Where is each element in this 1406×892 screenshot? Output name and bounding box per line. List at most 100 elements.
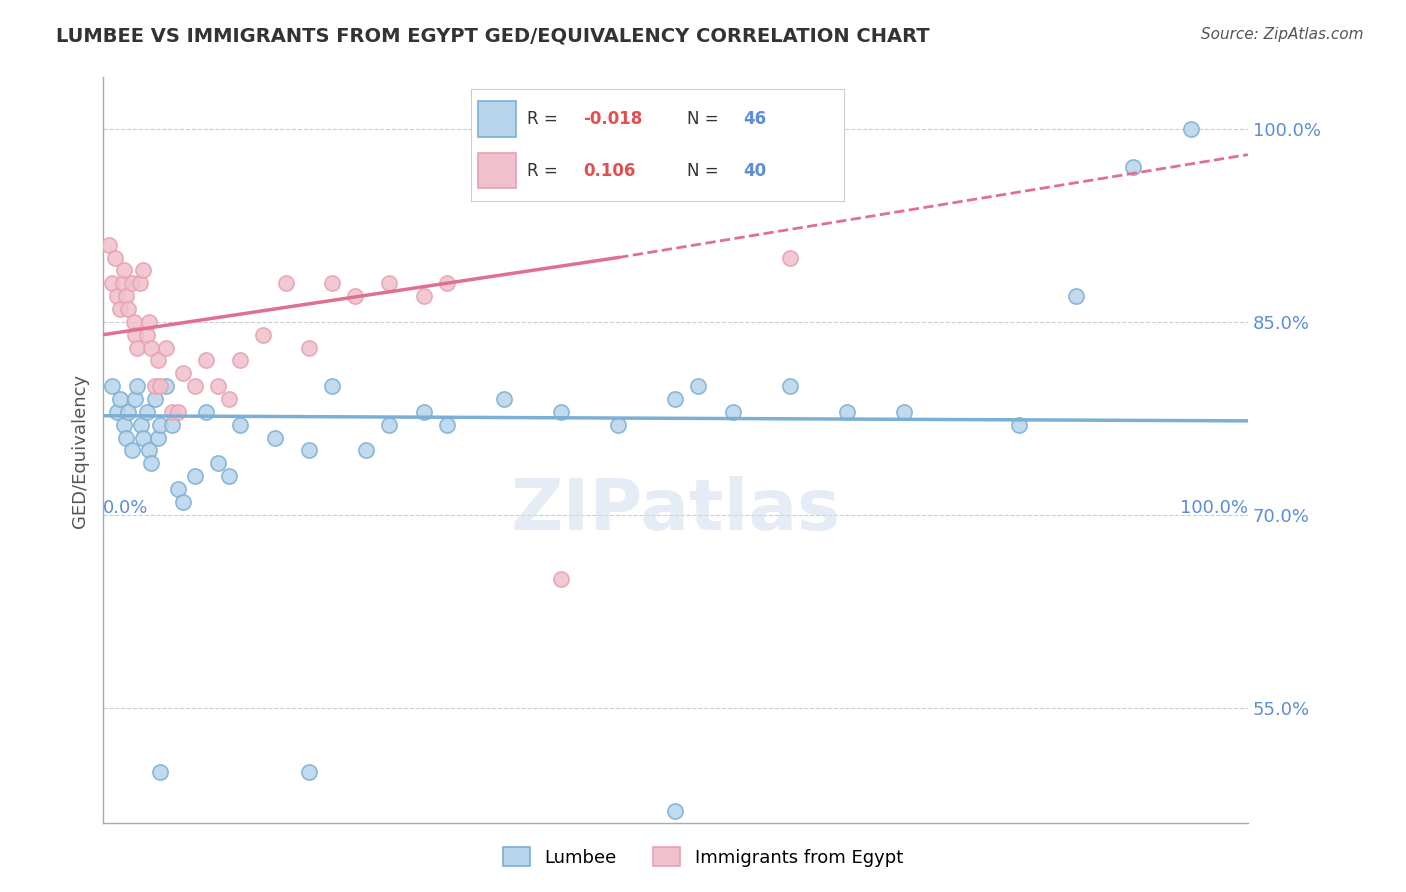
Point	[124, 327, 146, 342]
Point	[101, 277, 124, 291]
Point	[218, 469, 240, 483]
Point	[97, 237, 120, 252]
Point	[1064, 289, 1087, 303]
Point	[664, 392, 686, 406]
Point	[356, 443, 378, 458]
Point	[207, 456, 229, 470]
Point	[207, 379, 229, 393]
Point	[378, 277, 401, 291]
Point	[149, 765, 172, 780]
Text: R =: R =	[527, 161, 558, 179]
Point	[550, 572, 572, 586]
Point	[688, 379, 710, 393]
Point	[101, 379, 124, 393]
Point	[298, 443, 321, 458]
Point	[122, 315, 145, 329]
Text: 46: 46	[742, 111, 766, 128]
Point	[183, 469, 205, 483]
Point	[218, 392, 240, 406]
Point	[166, 482, 188, 496]
Point	[115, 289, 138, 303]
Point	[135, 405, 157, 419]
Text: LUMBEE VS IMMIGRANTS FROM EGYPT GED/EQUIVALENCY CORRELATION CHART: LUMBEE VS IMMIGRANTS FROM EGYPT GED/EQUI…	[56, 27, 929, 45]
Point	[141, 456, 163, 470]
Point	[124, 392, 146, 406]
Point	[183, 379, 205, 393]
Point	[172, 495, 194, 509]
Y-axis label: GED/Equivalency: GED/Equivalency	[72, 374, 89, 527]
Point	[321, 277, 343, 291]
Point	[195, 353, 218, 368]
Point	[117, 301, 139, 316]
Point	[141, 341, 163, 355]
Text: -0.018: -0.018	[583, 111, 643, 128]
Point	[837, 405, 859, 419]
Text: N =: N =	[688, 111, 718, 128]
Point	[127, 379, 149, 393]
Point	[121, 443, 143, 458]
Text: N =: N =	[688, 161, 718, 179]
Text: 0.106: 0.106	[583, 161, 636, 179]
Point	[412, 289, 434, 303]
Point	[779, 379, 801, 393]
FancyBboxPatch shape	[478, 153, 516, 188]
Point	[110, 392, 132, 406]
Point	[252, 327, 274, 342]
Point	[149, 379, 172, 393]
Point	[110, 301, 132, 316]
Point	[112, 417, 135, 432]
Point	[115, 431, 138, 445]
Point	[298, 765, 321, 780]
Point	[105, 405, 128, 419]
Point	[321, 379, 343, 393]
Point	[378, 417, 401, 432]
Point	[436, 417, 458, 432]
Point	[492, 392, 515, 406]
Text: 40: 40	[742, 161, 766, 179]
Point	[146, 431, 169, 445]
Point	[160, 405, 183, 419]
Point	[132, 431, 155, 445]
Point	[103, 251, 125, 265]
Point	[160, 417, 183, 432]
Text: R =: R =	[527, 111, 558, 128]
Point	[166, 405, 188, 419]
Text: Source: ZipAtlas.com: Source: ZipAtlas.com	[1201, 27, 1364, 42]
Point	[195, 405, 218, 419]
Point	[298, 341, 321, 355]
Point	[229, 417, 252, 432]
Point	[117, 405, 139, 419]
FancyBboxPatch shape	[478, 102, 516, 137]
Legend: Lumbee, Immigrants from Egypt: Lumbee, Immigrants from Egypt	[496, 840, 910, 874]
Point	[607, 417, 630, 432]
Point	[412, 405, 434, 419]
Point	[779, 251, 801, 265]
Point	[155, 379, 177, 393]
Point	[1122, 161, 1144, 175]
Point	[143, 379, 166, 393]
Point	[1008, 417, 1031, 432]
Text: ZIPatlas: ZIPatlas	[510, 475, 841, 545]
Point	[263, 431, 285, 445]
Point	[229, 353, 252, 368]
Point	[127, 341, 149, 355]
Point	[550, 405, 572, 419]
Point	[1180, 121, 1202, 136]
Point	[111, 277, 134, 291]
Point	[132, 263, 155, 277]
Point	[138, 443, 160, 458]
Point	[128, 277, 150, 291]
Point	[436, 277, 458, 291]
Point	[135, 327, 157, 342]
Point	[143, 392, 166, 406]
Point	[721, 405, 744, 419]
Point	[112, 263, 135, 277]
Point	[172, 366, 194, 380]
Point	[149, 417, 172, 432]
Point	[155, 341, 177, 355]
Point	[121, 277, 143, 291]
Point	[276, 277, 298, 291]
Point	[343, 289, 366, 303]
Text: 0.0%: 0.0%	[103, 499, 149, 517]
Point	[105, 289, 128, 303]
